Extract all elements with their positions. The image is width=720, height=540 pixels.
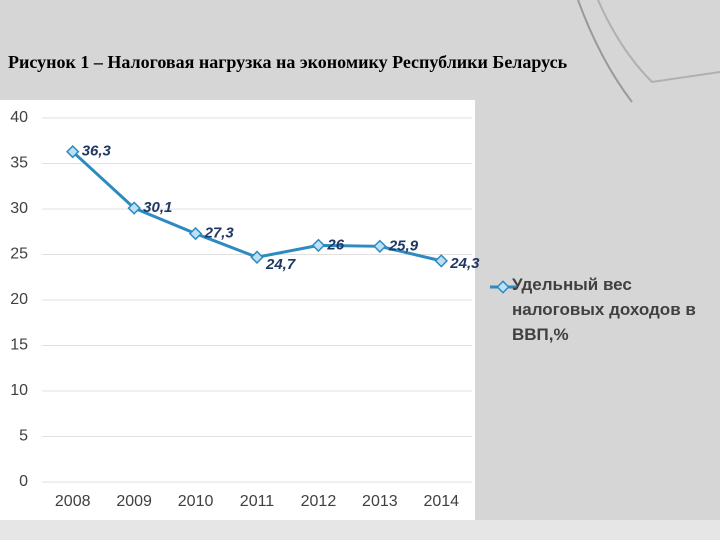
x-tick-label: 2013 — [362, 493, 398, 510]
point-marker — [188, 226, 203, 241]
point-marker — [373, 239, 387, 254]
chart-title: Рисунок 1 – Налоговая нагрузка на эконом… — [8, 52, 568, 72]
point-marker — [434, 254, 449, 268]
bottom-band — [0, 520, 720, 540]
x-tick-label: 2009 — [116, 493, 152, 510]
y-tick-label: 20 — [10, 291, 28, 308]
x-tick-label: 2012 — [301, 493, 337, 510]
x-tick-label: 2011 — [240, 493, 275, 510]
y-tick-label: 30 — [10, 200, 28, 217]
point-marker — [311, 238, 326, 253]
decoration — [597, 0, 720, 84]
value-label: 30,1 — [143, 199, 172, 216]
x-tick-label: 2008 — [55, 493, 91, 510]
value-label: 24,7 — [265, 256, 296, 273]
y-tick-label: 5 — [19, 428, 28, 445]
decoration — [577, 0, 633, 103]
value-label: 26 — [326, 236, 344, 253]
y-tick-label: 35 — [10, 155, 28, 172]
value-label: 25,9 — [388, 237, 419, 254]
y-tick-label: 25 — [10, 246, 28, 263]
y-tick-label: 15 — [10, 337, 28, 354]
y-tick-label: 40 — [10, 109, 28, 126]
point-marker — [65, 144, 80, 159]
series-line — [71, 150, 442, 263]
value-label: 36,3 — [82, 143, 112, 160]
point-marker — [250, 250, 264, 264]
point-marker — [127, 201, 141, 215]
x-tick-label: 2010 — [178, 493, 214, 510]
y-tick-label: 0 — [19, 473, 28, 490]
x-tick-label: 2014 — [423, 493, 459, 510]
plot-panel — [0, 100, 475, 520]
y-tick-label: 10 — [10, 382, 28, 399]
value-label: 24,3 — [449, 255, 480, 272]
legend-label: Удельный вес налоговых доходов в ВВП,% — [512, 275, 696, 344]
value-label: 27,3 — [204, 225, 235, 242]
legend-marker — [496, 280, 510, 294]
